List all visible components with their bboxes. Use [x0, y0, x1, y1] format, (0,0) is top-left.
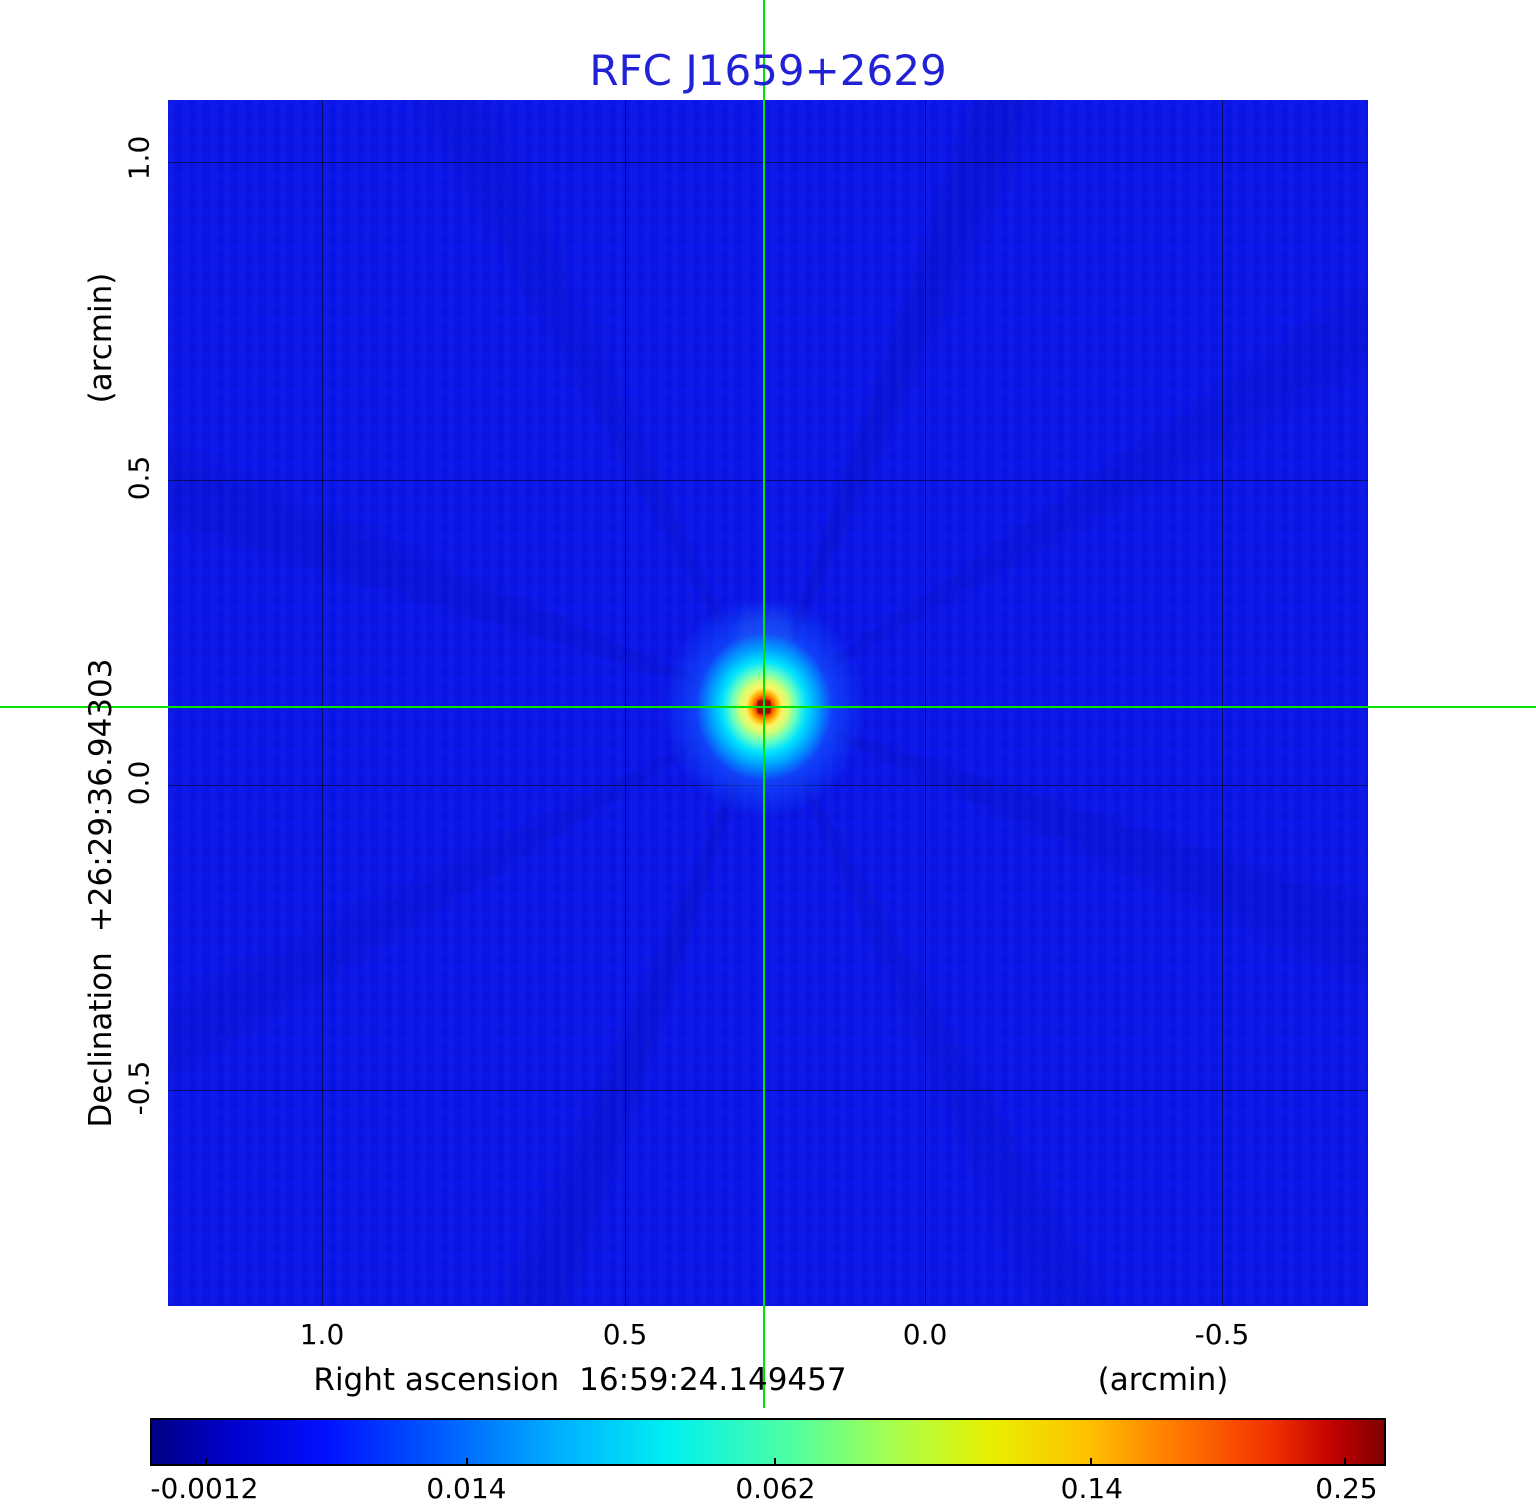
colorbar-tick	[205, 1458, 208, 1466]
colorbar-tick-label: 0.25	[1315, 1472, 1378, 1505]
gridline-vertical	[925, 100, 926, 1306]
colorbar-tick	[466, 1458, 469, 1466]
colorbar-labels: -0.0012 0.014 0.062 0.14 0.25	[150, 1472, 1386, 1506]
crosshair-horizontal-line	[0, 706, 1536, 708]
colorbar-tick-label: 0.14	[1060, 1472, 1123, 1505]
colorbar-tick	[774, 1458, 777, 1466]
gridline-vertical	[322, 100, 323, 1306]
x-tick-label: 0.0	[902, 1318, 948, 1351]
y-tick-label: 0.0	[122, 760, 156, 806]
y-axis-unit: (arcmin)	[83, 272, 119, 404]
colorbar-tick-label: 0.062	[735, 1472, 816, 1505]
heatmap-panel	[168, 100, 1368, 1306]
y-axis-value: +26:29:36.94303	[83, 658, 119, 933]
gridline-vertical	[1222, 100, 1223, 1306]
gridline-horizontal	[168, 1090, 1368, 1091]
colorbar	[150, 1418, 1386, 1466]
y-axis-title: Declination +26:29:36.94303	[83, 659, 119, 1128]
x-axis-value: 16:59:24.149457	[579, 1362, 847, 1398]
crosshair-vertical-line	[763, 0, 765, 1408]
x-axis-title: Right ascension 16:59:24.149457	[313, 1362, 846, 1398]
x-tick-label: 0.5	[602, 1318, 648, 1351]
colorbar-tick	[1089, 1458, 1092, 1466]
y-tick-label: 1.0	[122, 135, 156, 181]
figure-title: RFC J1659+2629	[589, 46, 947, 95]
y-axis-name: Declination	[83, 952, 119, 1128]
gridline-vertical	[625, 100, 626, 1306]
x-tick-label: 1.0	[299, 1318, 345, 1351]
x-tick-label: -0.5	[1194, 1318, 1250, 1351]
y-tick-label: -0.5	[122, 1060, 156, 1116]
gridline-horizontal	[168, 162, 1368, 163]
x-axis-name: Right ascension	[313, 1362, 560, 1398]
y-tick-label: 0.5	[122, 455, 156, 501]
colorbar-tick-label: -0.0012	[150, 1472, 259, 1505]
gridline-horizontal	[168, 480, 1368, 481]
colorbar-tick	[1343, 1458, 1346, 1466]
x-axis-unit: (arcmin)	[1097, 1362, 1229, 1398]
colorbar-tick-label: 0.014	[426, 1472, 507, 1505]
